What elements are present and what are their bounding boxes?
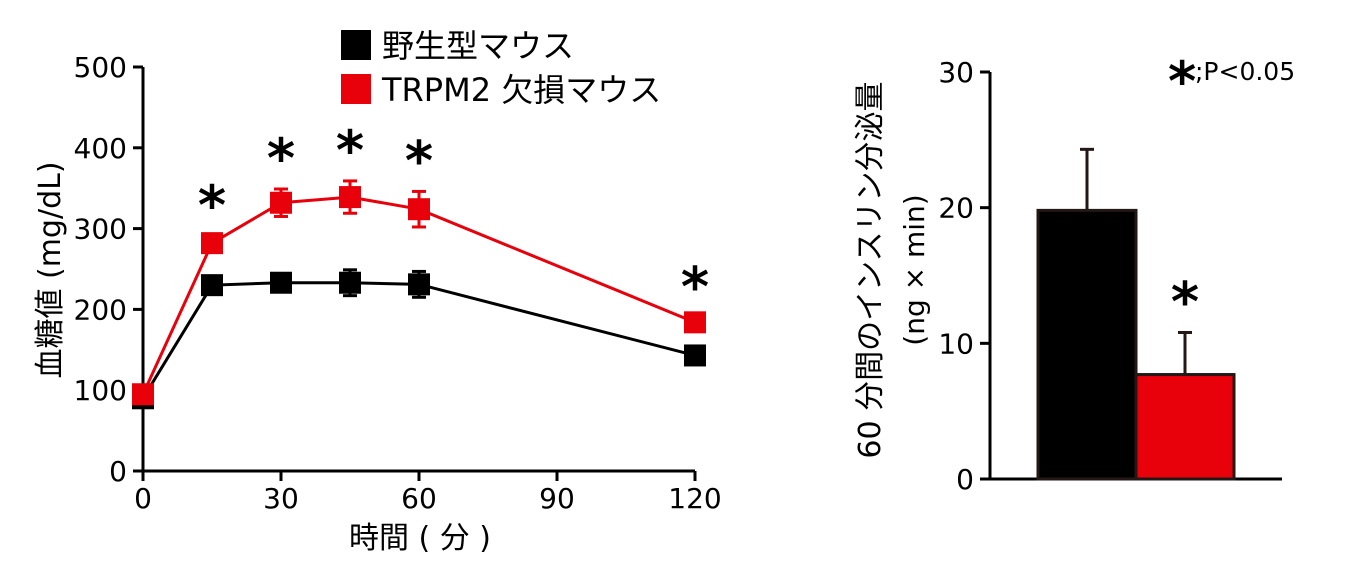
line-chart-x-axis-title: 時間 ( 分 ) [349, 521, 491, 556]
significance-annotation: * ;P<0.05 [1168, 50, 1295, 113]
bar-significance-star: * [1171, 270, 1199, 333]
series-line-0 [141, 281, 696, 400]
line-chart-axes: 0 100 200 300 400 500 0 30 60 90 120 [74, 51, 722, 515]
bar-chart-y-tick-label: 30 [938, 56, 974, 89]
glucose-line-chart: 0 100 200 300 400 500 0 30 60 90 120 * * * * * 時間 ( 分 … [33, 27, 722, 556]
data-point-marker [201, 274, 223, 297]
bar-chart-y-axis-title: 60 分間のインスリン分泌量 [853, 81, 888, 458]
series-line-1 [141, 195, 696, 395]
line-chart-y-tick-label: 100 [74, 374, 127, 407]
significance-star: * [681, 255, 709, 318]
annotation-text: ;P<0.05 [1195, 57, 1295, 86]
legend-swatch-knockout [341, 74, 371, 104]
data-point-marker [201, 232, 223, 255]
bar [1036, 208, 1138, 481]
significance-star: * [405, 129, 433, 192]
line-chart-x-tick-label: 120 [668, 482, 721, 515]
legend-swatch-wildtype [341, 30, 371, 60]
legend-label-knockout: TRPM2 欠損マウス [381, 71, 661, 109]
line-chart-y-tick-label: 500 [74, 51, 127, 84]
bar-chart-bars: * [1036, 147, 1236, 481]
line-chart-y-tick-label: 300 [74, 213, 127, 246]
legend-label-wildtype: 野生型マウス [382, 27, 574, 65]
line-chart-x-tick-label: 60 [401, 482, 437, 515]
bar-chart-y-axis-unit: (ng × min) [898, 194, 931, 345]
line-chart-x-tick-label: 0 [134, 482, 152, 515]
data-point-marker [684, 344, 706, 367]
data-point-marker [132, 383, 154, 406]
bar-chart-y-tick-label: 20 [938, 192, 974, 225]
line-chart-significance-marks: * * * * * [198, 119, 709, 319]
line-chart-x-tick-label: 30 [263, 482, 299, 515]
data-point-marker [339, 271, 361, 294]
annotation-star: * [1168, 50, 1196, 113]
significance-star: * [198, 174, 226, 237]
significance-star: * [336, 119, 364, 182]
bar-chart-y-tick-label: 0 [956, 463, 974, 496]
data-point-marker [339, 186, 361, 209]
significance-star: * [267, 127, 295, 190]
line-chart-y-axis-title: 血糖値 (mg/dL) [33, 161, 68, 378]
data-point-marker [684, 311, 706, 334]
line-chart-y-tick-label: 200 [74, 293, 127, 326]
bar-chart-axes: 0 10 20 30 [938, 56, 1282, 496]
bar-chart-y-tick-label: 10 [938, 327, 974, 360]
line-chart-legend: 野生型マウス TRPM2 欠損マウス [341, 27, 661, 109]
line-chart-y-tick-label: 400 [74, 132, 127, 165]
data-point-marker [408, 273, 430, 296]
data-point-marker [270, 271, 292, 294]
line-chart-x-tick-label: 90 [539, 482, 575, 515]
insulin-bar-chart: 0 10 20 30 * 60 分間のインスリン分泌量 (ng × min) * ;P… [853, 50, 1295, 496]
data-point-marker [270, 191, 292, 214]
bar [1134, 373, 1236, 481]
line-chart-y-tick-label: 0 [109, 455, 127, 488]
line-chart-series [132, 179, 706, 410]
data-point-marker [408, 198, 430, 221]
